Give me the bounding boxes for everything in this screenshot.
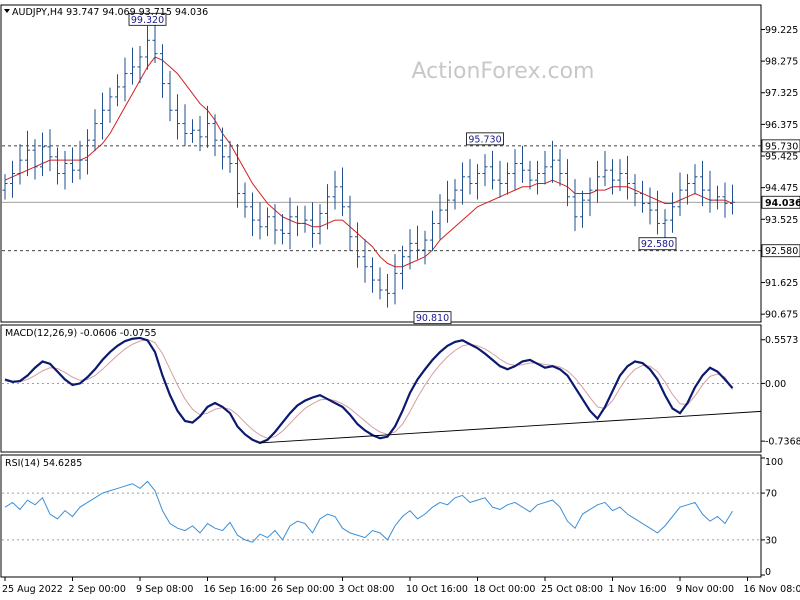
price-annotation-box — [638, 237, 677, 251]
price-y-tick-label: 95.425 — [765, 152, 798, 163]
price-annotation-label: 95.730 — [468, 134, 501, 145]
price-panel-title: AUDJPY,H4 93.747 94.069 93.715 94.036 — [12, 7, 208, 18]
level-price-label: 92.580 — [765, 246, 798, 257]
last-price-label: 94.036 — [765, 198, 800, 209]
x-tick-label: 25 Oct 08:00 — [541, 584, 603, 595]
level-price-label: 95.730 — [765, 141, 798, 152]
price-annotation-label: 99.320 — [131, 15, 164, 26]
price-annotation-label: 92.580 — [641, 239, 674, 250]
last-price-box — [761, 195, 800, 209]
rsi-panel-frame — [0, 454, 762, 578]
macd-y-tick-label: -0.7368 — [765, 437, 800, 448]
x-tick-label: 26 Sep 00:00 — [271, 584, 334, 595]
rsi-y-tick-label: 70 — [765, 489, 777, 500]
macd-y-tick-label: 0.00 — [765, 379, 786, 390]
price-panel-frame — [0, 4, 762, 323]
x-tick-label: 1 Nov 16:00 — [609, 584, 667, 595]
level-price-box — [761, 244, 800, 258]
x-tick-label: 16 Nov 08:00 — [744, 584, 800, 595]
x-tick-label: 2 Sep 00:00 — [69, 584, 126, 595]
rsi-y-tick-label: 0 — [765, 567, 771, 578]
macd-panel-frame — [0, 324, 762, 453]
x-tick-label: 9 Nov 00:00 — [676, 584, 734, 595]
x-tick-label: 16 Sep 16:00 — [204, 584, 267, 595]
x-tick-label: 25 Aug 2022 — [2, 584, 63, 595]
watermark: ActionForex.com — [412, 59, 595, 84]
x-tick-label: 18 Oct 00:00 — [474, 584, 536, 595]
rsi-y-tick-label: 30 — [765, 535, 777, 546]
price-y-tick-label: 98.275 — [765, 57, 798, 68]
price-y-tick-label: 94.475 — [765, 183, 798, 194]
price-annotation-box — [466, 132, 504, 146]
price-y-tick-label: 97.325 — [765, 88, 798, 99]
price-annotation-box — [128, 12, 167, 26]
macd-y-tick-label: 0.5573 — [765, 335, 798, 346]
price-y-tick-label: 90.675 — [765, 310, 798, 321]
price-annotation-label: 90.810 — [416, 313, 449, 324]
x-tick-label: 10 Oct 16:00 — [406, 584, 468, 595]
x-tick-label: 9 Sep 08:00 — [136, 584, 193, 595]
level-price-box — [761, 139, 800, 153]
macd-signal-line — [4, 339, 733, 439]
x-tick-label: 3 Oct 08:00 — [339, 584, 395, 595]
dropdown-arrow-icon[interactable] — [4, 9, 10, 13]
price-y-tick-label: 91.625 — [765, 278, 798, 289]
rsi-panel-title: RSI(14) 54.6285 — [5, 458, 82, 469]
price-annotation-box — [413, 311, 452, 325]
price-y-tick-label: 99.225 — [765, 25, 798, 36]
rsi-y-tick-label: 100 — [765, 457, 783, 468]
price-y-tick-label: 96.375 — [765, 120, 798, 131]
price-y-tick-label: 93.525 — [765, 215, 798, 226]
rsi-line — [4, 480, 733, 543]
moving-average-line — [4, 56, 733, 268]
macd-trendline — [259, 410, 762, 444]
macd-panel-title: MACD(12,26,9) -0.0606 -0.0755 — [5, 328, 157, 339]
macd-line — [4, 336, 734, 445]
